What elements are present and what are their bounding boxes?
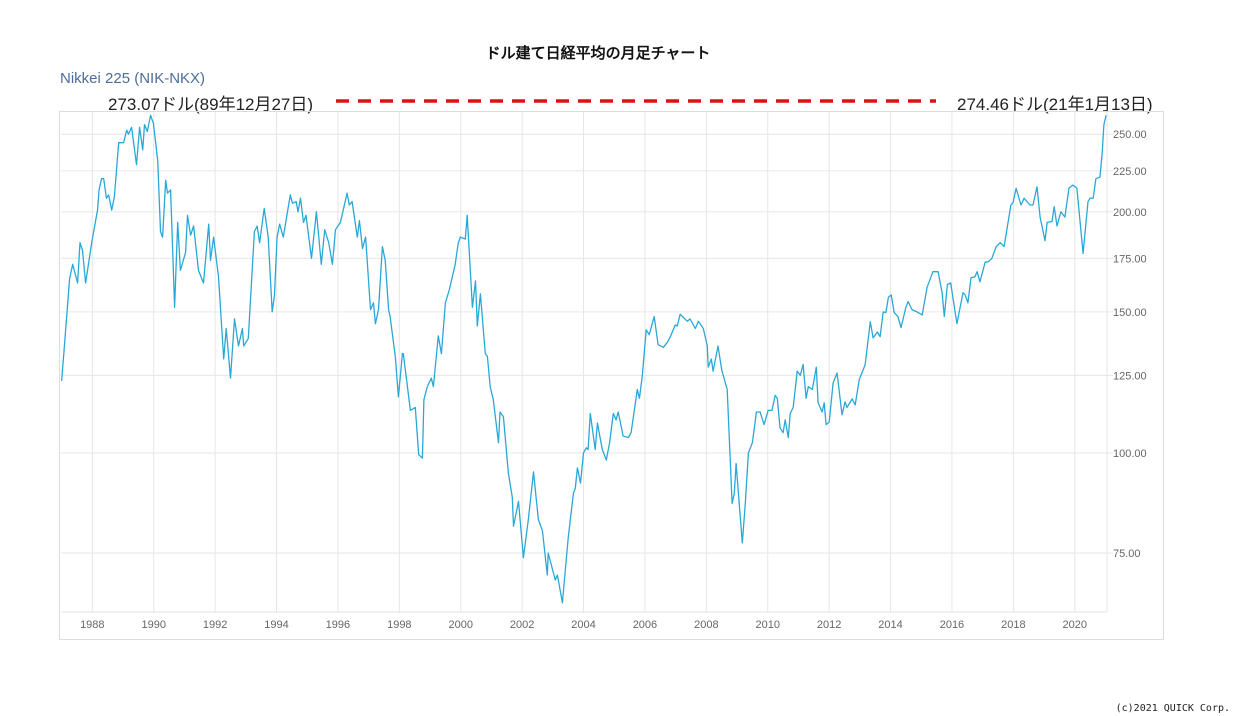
x-tick-label: 2020 [1063,619,1087,631]
x-tick-label: 2004 [571,619,595,631]
x-tick-label: 2012 [817,619,841,631]
x-tick-label: 2006 [633,619,657,631]
x-tick-label: 2008 [694,619,718,631]
y-tick-label: 200.00 [1113,207,1147,219]
x-tick-label: 2014 [878,619,902,631]
x-tick-label: 1994 [264,619,288,631]
chart-frame [59,111,1164,640]
x-tick-label: 1992 [203,619,227,631]
x-tick-label: 2010 [756,619,780,631]
x-tick-label: 2000 [448,619,472,631]
x-tick-label: 2018 [1001,619,1025,631]
copyright: (c)2021 QUICK Corp. [1115,703,1230,714]
annotation-right-peak: 274.46ドル(21年1月13日) [957,95,1153,114]
series-line-nikkei [60,114,1107,604]
x-tick-label: 2016 [940,619,964,631]
x-tick-label: 1990 [141,619,165,631]
y-tick-label: 225.00 [1113,166,1147,178]
y-tick-label: 150.00 [1113,307,1147,319]
annotation-left-peak: 273.07ドル(89年12月27日) [108,95,314,114]
y-tick-label: 175.00 [1113,253,1147,265]
y-tick-label: 125.00 [1113,370,1147,382]
x-tick-label: 1996 [326,619,350,631]
y-tick-label: 75.00 [1113,548,1141,560]
y-tick-label: 250.00 [1113,129,1147,141]
x-tick-label: 1998 [387,619,411,631]
x-tick-label: 1988 [80,619,104,631]
x-tick-label: 2002 [510,619,534,631]
y-tick-label: 100.00 [1113,448,1147,460]
chart-title: ドル建て日経平均の月足チャート [485,44,711,62]
series-label: Nikkei 225 (NIK-NKX) [60,70,206,87]
